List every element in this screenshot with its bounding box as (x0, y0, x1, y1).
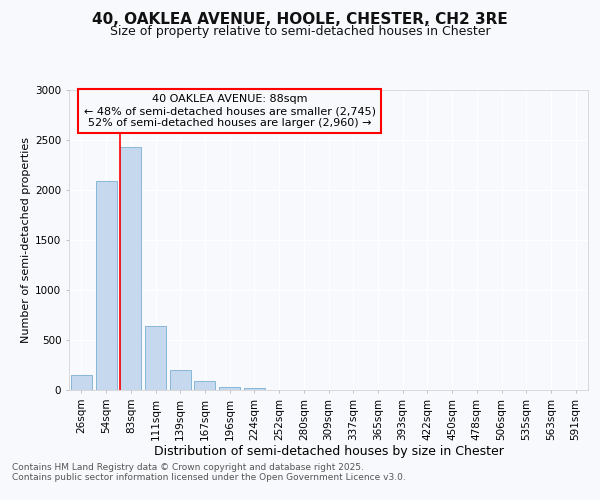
Bar (145, 326, 166, 390)
Bar (170, 370, 191, 390)
Text: 40, OAKLEA AVENUE, HOOLE, CHESTER, CH2 3RE: 40, OAKLEA AVENUE, HOOLE, CHESTER, CH2 3… (92, 12, 508, 28)
Text: Size of property relative to semi-detached houses in Chester: Size of property relative to semi-detach… (110, 25, 490, 38)
Bar (244, 388, 265, 390)
Text: Contains public sector information licensed under the Open Government Licence v3: Contains public sector information licen… (12, 472, 406, 482)
Bar (71, 374, 92, 390)
Text: 40 OAKLEA AVENUE: 88sqm
← 48% of semi-detached houses are smaller (2,745)
52% of: 40 OAKLEA AVENUE: 88sqm ← 48% of semi-de… (84, 94, 376, 128)
Bar (95, 181, 116, 390)
Bar (219, 386, 240, 390)
Y-axis label: Number of semi-detached properties: Number of semi-detached properties (21, 137, 31, 343)
Bar (120, 146, 141, 390)
Bar (194, 381, 215, 390)
Text: Contains HM Land Registry data © Crown copyright and database right 2025.: Contains HM Land Registry data © Crown c… (12, 462, 364, 471)
X-axis label: Distribution of semi-detached houses by size in Chester: Distribution of semi-detached houses by … (154, 446, 503, 458)
